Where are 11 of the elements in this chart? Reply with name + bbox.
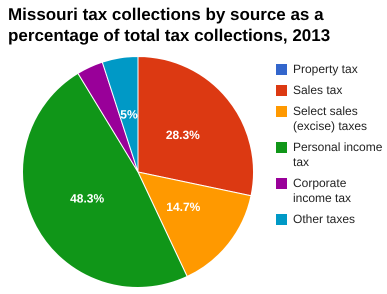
data-label: 48.3% <box>70 192 104 206</box>
legend-label: Property tax <box>293 62 358 77</box>
data-label: 28.3% <box>166 128 200 142</box>
legend-label: Sales tax <box>293 83 342 98</box>
legend-label: Personal income tax <box>293 140 384 170</box>
legend-label: Select sales (excise) taxes <box>293 104 368 134</box>
data-label: 5% <box>120 107 138 122</box>
legend-label: Corporate income tax <box>293 176 352 206</box>
legend-label: Other taxes <box>293 212 356 227</box>
chart-title: Missouri tax collections by source as a percentage of total tax collections, 2013 <box>8 4 332 46</box>
data-label: 14.7% <box>166 200 201 214</box>
